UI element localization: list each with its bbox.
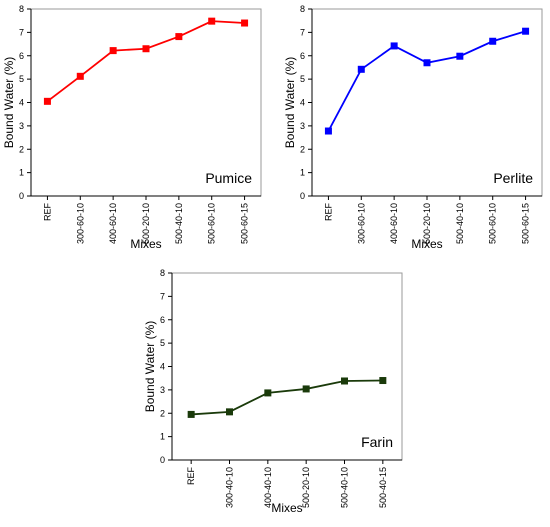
perlite-x-tick-label: 500-40-10 (455, 203, 465, 244)
perlite-chart: 0 1 2 3 4 5 6 7 8 REF 300-60-10 400-60-10 500-20-10 5… (283, 4, 543, 251)
perlite-x-tick-label: 500-20-10 (422, 203, 432, 244)
pumice-plot-frame (30, 8, 262, 197)
perlite-y-tick-label: 6 (300, 51, 305, 61)
pumice-y-axis-title: Bound Water (%) (2, 57, 16, 149)
farin-y-axis-title: Bound Water (%) (143, 321, 157, 413)
farin-y-tick-label: 2 (160, 408, 165, 418)
perlite-y-tick-label: 4 (300, 98, 305, 108)
pumice-x-tick-label: 300-60-10 (75, 203, 85, 244)
farin-data-point (302, 385, 310, 393)
perlite-x-tick-label: 500-60-10 (488, 203, 498, 244)
perlite-y-tick-label: 7 (300, 27, 305, 37)
farin-x-tick-label: 500-20-10 (301, 467, 311, 508)
farin-data-point (187, 410, 195, 418)
perlite-data-point (456, 52, 464, 60)
perlite-data-point (423, 59, 431, 67)
farin-panel-label: Farin (361, 434, 393, 450)
farin-x-tick-label: 400-40-10 (263, 467, 273, 508)
pumice-y-tick-label: 7 (19, 27, 24, 37)
pumice-x-axis-title: Mixes (130, 237, 161, 251)
perlite-data-point (390, 42, 398, 50)
perlite-data-point (324, 127, 332, 135)
pumice-x-tick-label: REF (42, 202, 52, 221)
perlite-y-tick-label: 3 (300, 121, 305, 131)
pumice-x-tick-label: 500-60-10 (207, 203, 217, 244)
farin-y-tick-label: 1 (160, 432, 165, 442)
pumice-data-point (175, 33, 183, 41)
farin-data-point (226, 408, 233, 416)
perlite-y-tick-label: 8 (300, 4, 305, 14)
perlite-x-tick-label: REF (323, 202, 333, 221)
farin-x-tick-label: 500-40-10 (340, 467, 350, 508)
farin-series-line (191, 379, 383, 416)
perlite-y-axis-title: Bound Water (%) (283, 57, 297, 149)
pumice-data-point (142, 45, 150, 53)
farin-data-point (341, 377, 348, 385)
pumice-x-tick-label: 500-20-10 (141, 203, 151, 244)
pumice-data-point (43, 97, 51, 105)
perlite-data-point (489, 37, 497, 45)
perlite-x-tick-label: 500-60-15 (521, 203, 531, 244)
perlite-series-line (327, 30, 526, 132)
perlite-y-tick-label: 1 (300, 168, 305, 178)
pumice-data-point (109, 47, 117, 55)
farin-y-tick-label: 7 (160, 291, 165, 301)
pumice-x-tick-label: 400-60-10 (108, 203, 118, 244)
pumice-series-line (46, 20, 245, 103)
pumice-y-tick-label: 1 (19, 168, 24, 178)
pumice-x-tick-label: 500-40-10 (174, 203, 184, 244)
perlite-y-tick-label: 5 (300, 74, 305, 84)
pumice-y-tick-label: 4 (19, 98, 24, 108)
farin-data-point (379, 377, 387, 385)
perlite-y-tick-label: 2 (300, 144, 305, 154)
farin-y-tick-label: 0 (160, 455, 165, 465)
pumice-y-tick-label: 6 (19, 51, 24, 61)
farin-x-axis-title: Mixes (271, 501, 302, 515)
farin-y-tick-label: 6 (160, 315, 165, 325)
perlite-x-tick-label: 300-60-10 (356, 203, 366, 244)
perlite-x-tick-label: 400-60-10 (389, 203, 399, 244)
farin-y-tick-label: 5 (160, 338, 165, 348)
farin-y-tick-label: 4 (160, 362, 165, 372)
perlite-data-point (522, 27, 530, 35)
perlite-data-point (357, 65, 365, 73)
perlite-panel-label: Perlite (493, 170, 533, 186)
farin-plot-frame (171, 272, 403, 461)
perlite-y-tick-label: 0 (300, 191, 305, 201)
pumice-y-tick-label: 5 (19, 74, 24, 84)
pumice-y-tick-label: 8 (19, 4, 24, 14)
pumice-y-tick-label: 2 (19, 144, 24, 154)
perlite-x-axis-title: Mixes (411, 237, 442, 251)
pumice-y-tick-label: 3 (19, 121, 24, 131)
farin-x-tick-label: 300-40-10 (225, 467, 235, 508)
pumice-data-point (76, 72, 84, 80)
farin-y-tick-label: 3 (160, 385, 165, 395)
pumice-data-point (241, 19, 249, 27)
pumice-y-tick-label: 0 (19, 191, 24, 201)
farin-data-point (264, 389, 272, 397)
farin-y-tick-label: 8 (160, 268, 165, 278)
pumice-panel-label: Pumice (205, 170, 252, 186)
pumice-chart: 0 1 2 3 4 5 6 7 8 REF 300-60-10 400-60-10 500-20-10 5… (2, 4, 262, 251)
farin-chart: 0 1 2 3 4 5 6 7 8 REF 300-40-10 400-40-10 500-20-10 5… (143, 268, 403, 515)
pumice-data-point (208, 17, 216, 25)
farin-x-tick-label: REF (186, 466, 196, 485)
farin-x-tick-label: 500-40-15 (378, 467, 388, 508)
pumice-x-tick-label: 500-60-15 (240, 203, 250, 244)
